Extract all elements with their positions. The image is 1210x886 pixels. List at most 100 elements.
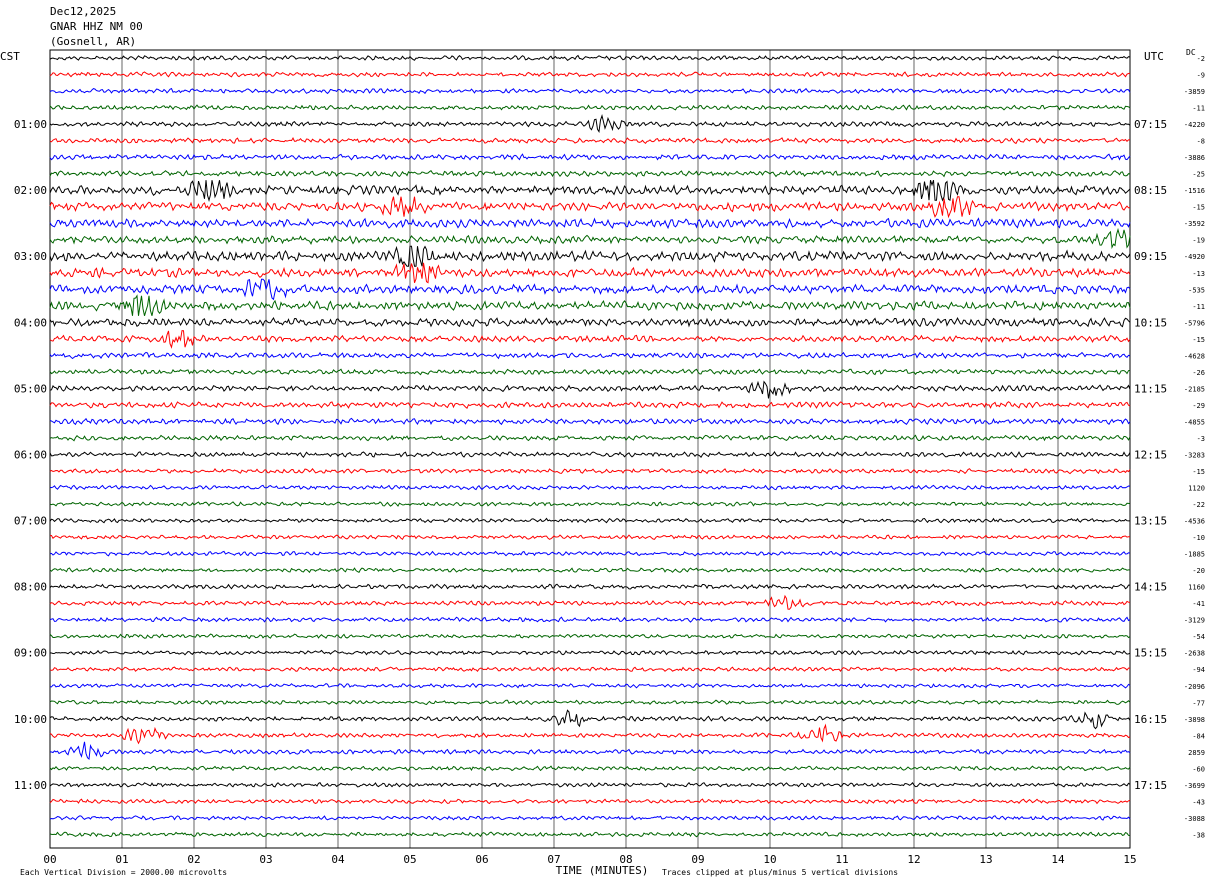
right-hour-label: 14:15: [1134, 581, 1167, 594]
dc-offset-label: -54: [1192, 633, 1205, 641]
dc-offset-label: -29: [1192, 402, 1205, 410]
x-tick-label: 06: [475, 853, 488, 866]
left-hour-label: 07:00: [14, 515, 47, 528]
right-timezone-label: UTC: [1144, 50, 1164, 63]
dc-offset-label: -43: [1192, 798, 1205, 806]
x-tick-label: 01: [115, 853, 128, 866]
dc-offset-label: -9: [1197, 72, 1205, 80]
dc-offset-label: -535: [1188, 286, 1205, 294]
plot-frame: [49, 49, 1131, 849]
seismic-trace: [49, 262, 1131, 284]
dc-offset-label: -4220: [1184, 121, 1205, 129]
dc-offset-label: -11: [1192, 105, 1205, 113]
x-tick-label: 00: [43, 853, 56, 866]
left-hour-label: 01:00: [14, 118, 47, 131]
x-tick-label: 08: [619, 853, 632, 866]
seismic-trace: [49, 114, 1131, 134]
x-tick-label: 03: [259, 853, 272, 866]
seismic-trace: [49, 316, 1131, 328]
dc-offset-label: -15: [1192, 204, 1205, 212]
plot-date: Dec12,2025: [50, 5, 117, 18]
dc-offset-label: -84: [1192, 732, 1205, 740]
dc-offset-label: -26: [1192, 369, 1205, 377]
x-tick-label: 10: [763, 853, 776, 866]
dc-offset-label: -2: [1197, 55, 1205, 63]
dc-offset-label: -3129: [1184, 617, 1205, 625]
dc-offset-label: 1160: [1188, 584, 1205, 592]
seismic-trace: [49, 709, 1131, 730]
dc-offset-label: -3699: [1184, 782, 1205, 790]
dc-offset-label: -3: [1197, 435, 1205, 443]
dc-offset-label: -60: [1192, 765, 1205, 773]
dc-offset-label: -11: [1192, 303, 1205, 311]
seismic-trace: [49, 550, 1131, 557]
seismic-trace: [49, 87, 1131, 95]
left-hour-label: 05:00: [14, 382, 47, 395]
seismic-trace: [49, 330, 1131, 349]
seismic-trace: [49, 649, 1131, 656]
seismic-trace: [49, 278, 1131, 301]
seismic-trace: [49, 245, 1131, 267]
seismic-trace: [49, 217, 1131, 230]
right-hour-label: 17:15: [1134, 779, 1167, 792]
seismic-trace: [49, 196, 1130, 219]
seismic-trace: [49, 831, 1131, 838]
seismic-trace: [49, 765, 1131, 772]
seismic-trace: [49, 633, 1131, 639]
seismic-trace: [49, 501, 1131, 507]
seismic-trace: [49, 153, 1131, 161]
seismic-trace: [49, 616, 1131, 623]
dc-offset-label: -15: [1192, 468, 1205, 476]
seismic-trace: [49, 682, 1131, 689]
seismic-trace: [49, 368, 1131, 376]
dc-offset-label: -3859: [1184, 88, 1205, 96]
dc-offset-label: -3886: [1184, 154, 1205, 162]
x-tick-label: 13: [979, 853, 992, 866]
seismic-trace: [49, 450, 1131, 459]
dc-offset-label: -41: [1192, 600, 1205, 608]
seismic-trace: [49, 699, 1131, 706]
dc-offset-label: -13: [1192, 270, 1205, 278]
left-timezone-label: CST: [0, 50, 20, 63]
dc-offset-label: 1120: [1188, 485, 1205, 493]
dc-offset-label: -25: [1192, 171, 1205, 179]
x-axis-title: TIME (MINUTES): [556, 864, 649, 877]
dc-offset-label: -2096: [1184, 683, 1205, 691]
x-tick-label: 05: [403, 853, 416, 866]
seismic-trace: [49, 723, 1131, 745]
right-hour-label: 15:15: [1134, 647, 1167, 660]
dc-offset-label: -4536: [1184, 518, 1205, 526]
seismic-trace: [49, 467, 1131, 475]
left-hour-label: 03:00: [14, 250, 47, 263]
x-tick-label: 09: [691, 853, 704, 866]
seismic-trace: [49, 227, 1131, 250]
dc-offset-label: -22: [1192, 501, 1205, 509]
seismic-trace: [49, 594, 1131, 610]
dc-offset-label: -10: [1192, 534, 1205, 542]
dc-offset-label: -77: [1192, 699, 1205, 707]
seismic-trace: [49, 484, 1131, 491]
dc-offset-label: -3283: [1184, 451, 1205, 459]
scale-note: Each Vertical Division = 2000.00 microvo…: [20, 868, 228, 877]
seismic-trace: [49, 54, 1131, 62]
dc-offset-label: 2859: [1188, 749, 1205, 757]
left-hour-label: 08:00: [14, 581, 47, 594]
seismic-trace: [49, 71, 1131, 78]
seismic-trace: [49, 180, 1131, 203]
dc-offset-label: -94: [1192, 666, 1205, 674]
right-hour-label: 11:15: [1134, 382, 1167, 395]
left-hour-label: 09:00: [14, 647, 47, 660]
right-hour-label: 12:15: [1134, 448, 1167, 461]
seismic-trace: [49, 741, 1131, 760]
seismic-trace: [49, 517, 1130, 524]
seismic-trace: [49, 583, 1130, 590]
seismic-trace: [49, 798, 1131, 805]
x-tick-label: 11: [835, 853, 848, 866]
dc-offset-label: -4920: [1184, 253, 1205, 261]
right-hour-label: 16:15: [1134, 713, 1167, 726]
seismic-trace: [49, 294, 1131, 316]
dc-offset-label: -38: [1192, 831, 1205, 839]
dc-offset-label: -15: [1192, 336, 1205, 344]
dc-offset-label: -8: [1197, 138, 1205, 146]
dc-offset-label: -2185: [1184, 385, 1205, 393]
